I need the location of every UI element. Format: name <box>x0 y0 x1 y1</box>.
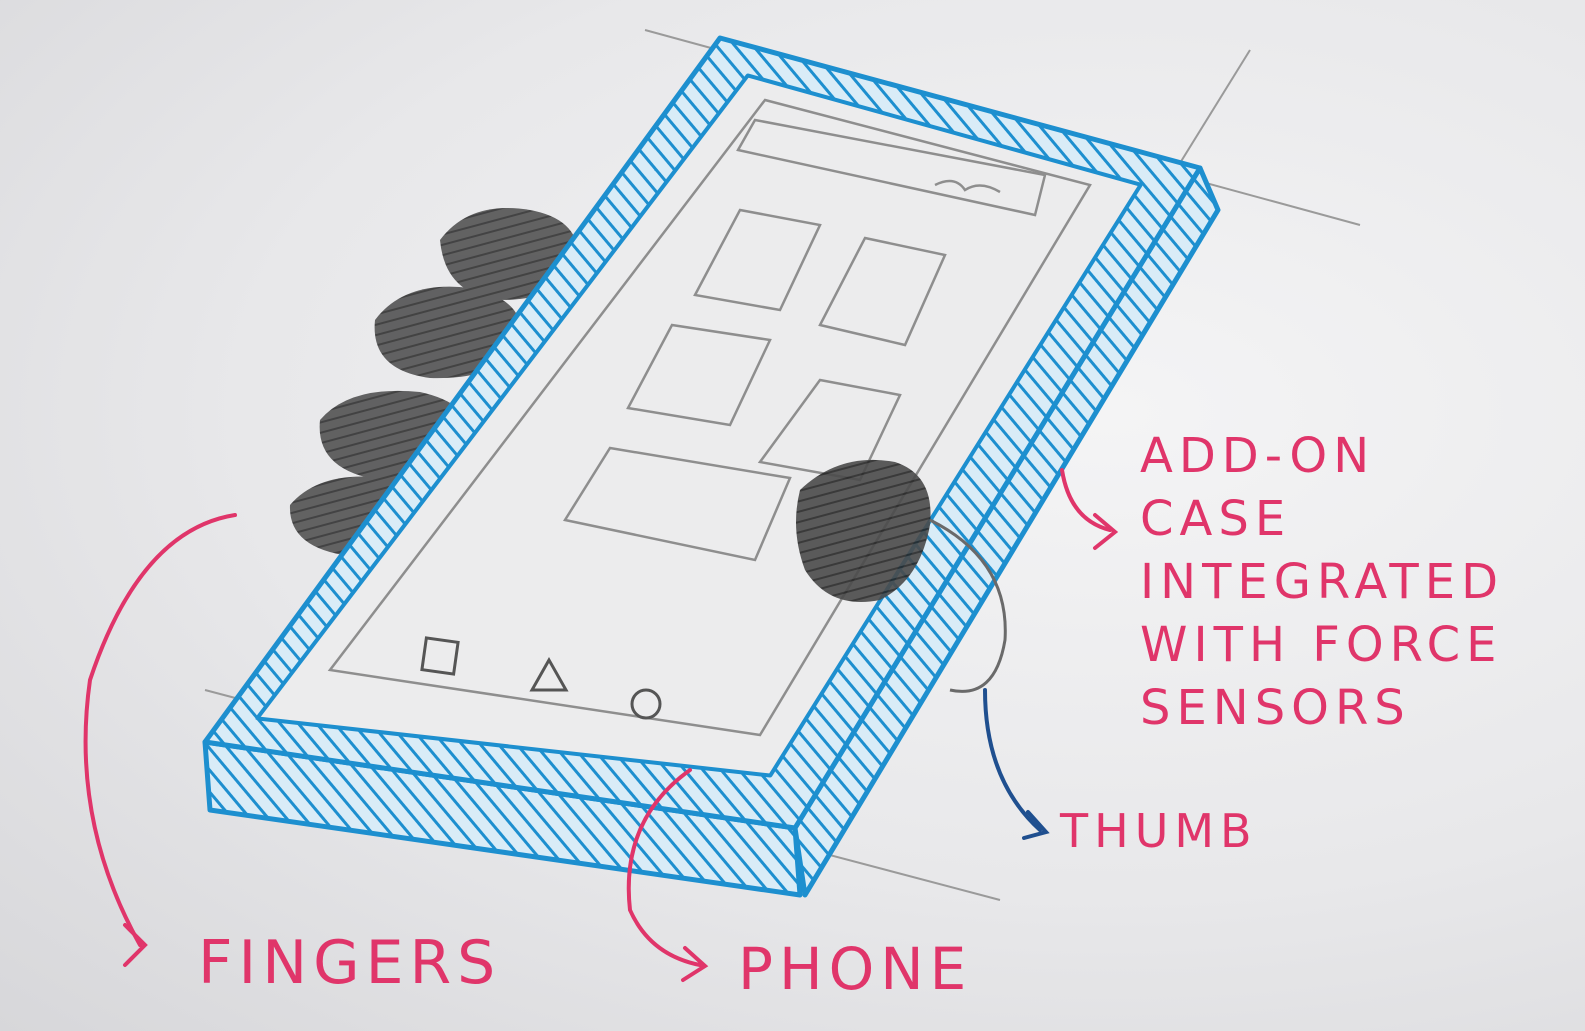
circle-icon <box>630 688 662 720</box>
app-tile <box>693 208 822 312</box>
app-tile <box>626 323 772 427</box>
phone-screen <box>255 74 1143 777</box>
triangle-icon <box>529 656 569 692</box>
case-label: ADD-ON CASE INTEGRATED WITH FORCE SENSOR… <box>1140 425 1560 740</box>
arrow-thumb <box>983 688 1050 840</box>
thumb-shading <box>796 459 1007 693</box>
square-icon <box>420 636 460 676</box>
arrow-case <box>1060 468 1119 550</box>
case-label-line: SENSORS <box>1140 680 1411 736</box>
phone-label: PHONE <box>738 935 973 1003</box>
case-label-line: CASE <box>1140 491 1292 547</box>
app-banner <box>562 446 792 562</box>
thumb-label: THUMB <box>1060 804 1258 858</box>
arrow-fingers <box>83 513 237 967</box>
fingers-label: FINGERS <box>198 928 502 998</box>
case-label-line: INTEGRATED <box>1140 554 1505 610</box>
case-label-line: WITH FORCE <box>1140 617 1503 673</box>
app-tile <box>818 236 947 347</box>
arrow-phone <box>626 768 709 982</box>
case-label-line: ADD-ON <box>1140 428 1376 484</box>
